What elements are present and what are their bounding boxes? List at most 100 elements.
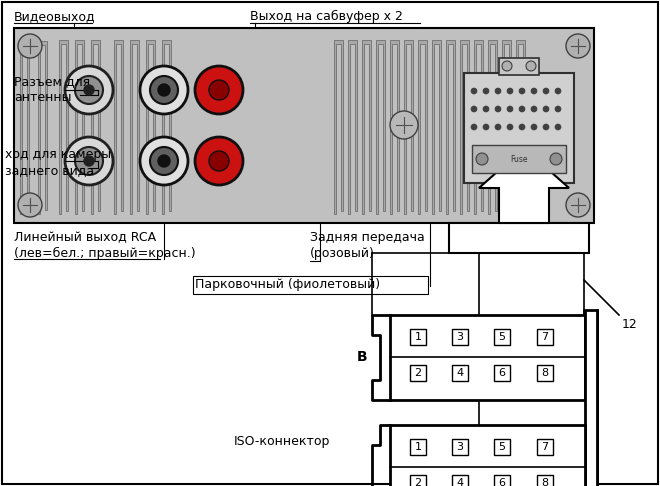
- Text: 4: 4: [457, 478, 463, 486]
- Circle shape: [195, 137, 243, 185]
- Polygon shape: [20, 41, 29, 214]
- Polygon shape: [59, 40, 68, 214]
- Circle shape: [476, 153, 488, 165]
- Text: B: B: [356, 350, 368, 364]
- Circle shape: [140, 137, 188, 185]
- Bar: [585, 310, 597, 486]
- Circle shape: [471, 88, 477, 94]
- Polygon shape: [114, 40, 123, 214]
- Bar: [537, 365, 553, 381]
- Circle shape: [483, 88, 489, 94]
- Circle shape: [555, 106, 561, 112]
- Bar: [499, 58, 539, 75]
- Text: ISO-коннектор: ISO-коннектор: [234, 435, 330, 448]
- Text: Задняя передача
(розовый): Задняя передача (розовый): [310, 231, 425, 260]
- Circle shape: [543, 124, 549, 130]
- Bar: [410, 475, 426, 486]
- Bar: [410, 439, 426, 455]
- Circle shape: [531, 124, 537, 130]
- Text: 6: 6: [498, 478, 506, 486]
- Polygon shape: [348, 40, 357, 214]
- Circle shape: [531, 106, 537, 112]
- Polygon shape: [91, 40, 100, 214]
- Circle shape: [519, 88, 525, 94]
- Text: 12: 12: [622, 318, 638, 331]
- Circle shape: [555, 88, 561, 94]
- Circle shape: [471, 106, 477, 112]
- Circle shape: [550, 153, 562, 165]
- Polygon shape: [432, 40, 441, 214]
- Circle shape: [65, 66, 113, 114]
- Circle shape: [495, 124, 501, 130]
- Circle shape: [84, 156, 94, 166]
- Polygon shape: [362, 40, 371, 214]
- Bar: [494, 475, 510, 486]
- Circle shape: [519, 106, 525, 112]
- Text: 6: 6: [498, 368, 506, 378]
- Circle shape: [75, 147, 103, 175]
- Bar: [452, 365, 468, 381]
- Polygon shape: [376, 40, 385, 214]
- Text: 8: 8: [541, 368, 548, 378]
- Bar: [410, 365, 426, 381]
- Text: 7: 7: [541, 442, 548, 452]
- Text: Парковочный (фиолетовый): Парковочный (фиолетовый): [195, 278, 380, 291]
- Circle shape: [158, 155, 170, 167]
- Text: 4: 4: [457, 368, 463, 378]
- Circle shape: [140, 66, 188, 114]
- Polygon shape: [488, 40, 497, 214]
- Text: 2: 2: [414, 368, 422, 378]
- Bar: [537, 475, 553, 486]
- Text: 5: 5: [498, 442, 506, 452]
- Circle shape: [531, 88, 537, 94]
- Text: Линейный выход RCA
(лев=бел.; правый=красн.): Линейный выход RCA (лев=бел.; правый=кра…: [14, 231, 195, 260]
- Circle shape: [75, 76, 103, 104]
- Circle shape: [158, 84, 170, 96]
- Text: 1: 1: [414, 332, 422, 342]
- Circle shape: [18, 193, 42, 217]
- Text: Разъем для
антенны: Разъем для антенны: [14, 75, 90, 104]
- Bar: [452, 475, 468, 486]
- Text: 8: 8: [541, 478, 548, 486]
- Circle shape: [507, 124, 513, 130]
- Polygon shape: [38, 41, 47, 214]
- Text: 7: 7: [541, 332, 548, 342]
- Polygon shape: [75, 40, 84, 214]
- Bar: [390, 425, 585, 486]
- Circle shape: [526, 61, 536, 71]
- Polygon shape: [334, 40, 343, 214]
- Text: Fuse: Fuse: [510, 155, 528, 163]
- Circle shape: [390, 111, 418, 139]
- Bar: [449, 223, 589, 253]
- Polygon shape: [516, 40, 525, 214]
- Circle shape: [555, 124, 561, 130]
- Polygon shape: [474, 40, 483, 214]
- Bar: [537, 329, 553, 345]
- Polygon shape: [502, 40, 511, 214]
- Circle shape: [495, 88, 501, 94]
- Text: 3: 3: [457, 332, 463, 342]
- Circle shape: [65, 137, 113, 185]
- Text: Выход на сабвуфер х 2: Выход на сабвуфер х 2: [250, 10, 403, 23]
- Bar: [494, 329, 510, 345]
- Circle shape: [195, 66, 243, 114]
- Circle shape: [507, 106, 513, 112]
- Bar: [193, 276, 428, 294]
- Polygon shape: [479, 148, 569, 223]
- Circle shape: [543, 106, 549, 112]
- Text: 2: 2: [414, 478, 422, 486]
- Text: 1: 1: [414, 442, 422, 452]
- Circle shape: [483, 106, 489, 112]
- Circle shape: [150, 76, 178, 104]
- Circle shape: [495, 106, 501, 112]
- Circle shape: [150, 147, 178, 175]
- Circle shape: [543, 88, 549, 94]
- Circle shape: [18, 34, 42, 58]
- Circle shape: [519, 124, 525, 130]
- Bar: [14, 28, 594, 223]
- Polygon shape: [404, 40, 413, 214]
- Text: 3: 3: [457, 442, 463, 452]
- Circle shape: [84, 85, 94, 95]
- Circle shape: [209, 80, 229, 100]
- Bar: [410, 329, 426, 345]
